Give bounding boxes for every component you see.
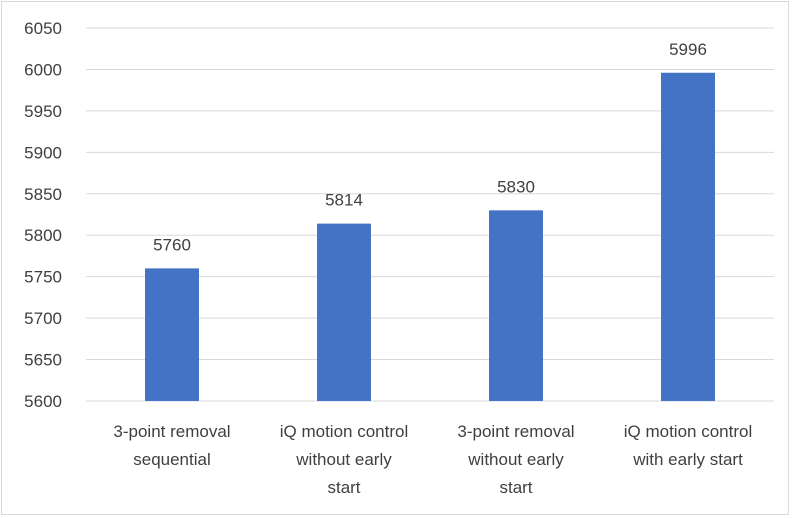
y-tick-label: 6050 [24, 19, 62, 38]
gridlines [86, 27, 774, 402]
x-category-label: without early [467, 450, 564, 469]
x-category-label: iQ motion control [280, 422, 409, 441]
y-tick-label: 5900 [24, 143, 62, 162]
x-category-label: without early [295, 450, 392, 469]
data-labels: 5760 5814 5830 5996 [153, 40, 707, 255]
x-category-label: 3-point removal [113, 422, 230, 441]
data-label: 5814 [325, 191, 363, 210]
data-label: 5760 [153, 235, 191, 254]
x-category-label: start [499, 478, 532, 497]
bar [489, 210, 543, 401]
data-label: 5996 [669, 40, 707, 59]
bar [145, 268, 199, 401]
y-tick-label: 6000 [24, 60, 62, 79]
y-tick-label: 5750 [24, 268, 62, 287]
y-tick-label: 5700 [24, 309, 62, 328]
bar [661, 72, 715, 401]
x-category-label: 3-point removal [457, 422, 574, 441]
y-tick-label: 5850 [24, 185, 62, 204]
x-category-label: sequential [133, 450, 211, 469]
data-label: 5830 [497, 177, 535, 196]
x-category-label: start [327, 478, 360, 497]
x-axis-categories: 3-point removal sequential iQ motion contr… [113, 422, 752, 497]
x-category-label: iQ motion control [624, 422, 753, 441]
y-tick-label: 5950 [24, 102, 62, 121]
bars [145, 72, 715, 401]
y-tick-label: 5800 [24, 226, 62, 245]
x-category-label: with early start [632, 450, 743, 469]
y-tick-label: 5650 [24, 351, 62, 370]
bar [317, 223, 371, 401]
y-tick-label: 5600 [24, 392, 62, 411]
y-axis-ticks: 5600 5650 5700 5750 5800 5850 5900 5950 6000 6050 [24, 19, 62, 411]
